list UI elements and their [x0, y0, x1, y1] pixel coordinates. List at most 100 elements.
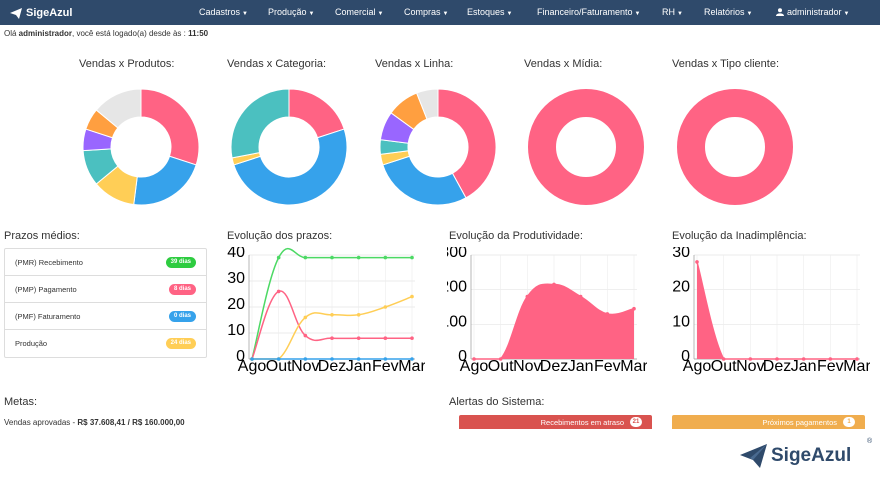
nav-producao[interactable]: Produção ▼	[268, 7, 314, 17]
x-tick-label: Dez	[318, 358, 346, 375]
nav-cadastros[interactable]: Cadastros ▼	[199, 7, 248, 17]
prazos-title: Prazos médios:	[4, 230, 80, 242]
prazo-label: (PMR) Recebimento	[15, 258, 83, 267]
nav-comercial[interactable]: Comercial ▼	[335, 7, 383, 17]
data-point	[695, 260, 699, 264]
metas-value: R$ 37.608,41 / R$ 160.000,00	[77, 418, 185, 427]
nav-label: Comercial	[335, 7, 376, 17]
prazo-badge: 24 dias	[165, 338, 196, 349]
donut-chart-linha	[379, 88, 497, 206]
nav-label: Compras	[404, 7, 441, 17]
data-point	[356, 357, 361, 361]
x-tick-label: Mar	[398, 358, 425, 375]
x-tick-label: Out	[711, 358, 737, 375]
data-point	[828, 357, 833, 361]
data-point	[356, 313, 361, 317]
data-point	[721, 357, 726, 361]
y-tick-label: 0	[458, 348, 467, 365]
x-tick-label: Jan	[568, 358, 594, 375]
nav-relatorios[interactable]: Relatórios ▼	[704, 7, 752, 17]
registered-mark: ®	[867, 438, 873, 445]
donut-title-produtos: Vendas x Produtos:	[79, 58, 175, 70]
brand-link[interactable]: SigeAzul	[10, 5, 72, 21]
welcome-time: 11:50	[188, 29, 209, 38]
y-tick-label: 40	[227, 247, 245, 261]
data-point	[552, 282, 556, 287]
nav-compras[interactable]: Compras ▼	[404, 7, 448, 17]
logo-text: SigeAzul	[771, 445, 852, 466]
donut-slice	[230, 88, 290, 159]
x-tick-label: Fev	[594, 358, 621, 375]
x-tick-label: Fev	[817, 358, 844, 375]
nav-label: Relatórios	[704, 7, 745, 17]
paper-plane-logo-icon	[740, 444, 767, 468]
data-point	[383, 305, 388, 309]
nav-label: Cadastros	[199, 7, 241, 17]
nav-rh[interactable]: RH ▼	[662, 7, 683, 17]
prazo-label: (PMF) Faturamento	[15, 312, 81, 321]
proximos-pagamentos-button[interactable]: Próximos pagamentos 1	[672, 415, 865, 429]
data-point	[250, 357, 254, 361]
donut-title-categoria: Vendas x Categoria:	[227, 58, 327, 70]
x-tick-label: Mar	[620, 358, 647, 375]
data-point	[330, 255, 334, 260]
x-tick-label: Nov	[291, 358, 319, 375]
recebimentos-atraso-button[interactable]: Recebimentos em atraso 21	[459, 415, 652, 429]
welcome-message: Olá administrador, você está logado(a) d…	[4, 29, 208, 38]
brand-name: SigeAzul	[26, 7, 73, 19]
top-navbar: SigeAzul Cadastros ▼ Produção ▼ Comercial ▼…	[0, 0, 880, 25]
nav-estoques[interactable]: Estoques ▼	[467, 7, 512, 17]
data-point	[383, 255, 388, 260]
prazo-row-faturamento: (PMF) Faturamento 0 dias	[5, 303, 206, 330]
caret-down-icon: ▼	[308, 11, 315, 17]
nav-user-menu[interactable]: administrador ▼	[776, 7, 849, 17]
prazo-badge: 8 dias	[168, 284, 196, 295]
caret-down-icon: ▼	[677, 11, 683, 17]
data-point	[330, 313, 334, 317]
data-point	[356, 255, 361, 260]
data-point	[356, 336, 361, 340]
x-tick-label: Out	[266, 358, 292, 375]
sigeazul-logo: SigeAzul	[740, 444, 851, 468]
chart-title-prazos: Evolução dos prazos:	[227, 230, 333, 242]
data-point	[632, 306, 636, 311]
data-point	[801, 357, 806, 361]
donut-chart-categoria	[230, 88, 348, 206]
data-point	[303, 315, 308, 320]
alert-label: Recebimentos em atraso	[540, 418, 624, 427]
y-tick-label: 20	[227, 296, 245, 313]
data-point	[498, 357, 503, 361]
y-tick-label: 0	[681, 348, 690, 365]
caret-down-icon: ▼	[242, 11, 248, 17]
x-tick-label: Jan	[346, 358, 372, 375]
x-tick-label: Ago	[238, 358, 267, 375]
donut-chart-produtos	[82, 88, 200, 206]
data-point	[410, 357, 414, 361]
donut-slice	[382, 155, 467, 206]
chart-title-inadimplencia: Evolução da Inadimplência:	[672, 230, 807, 242]
alert-count-badge: 1	[843, 417, 855, 427]
donut-title-linha: Vendas x Linha:	[375, 58, 454, 70]
data-point	[303, 357, 308, 361]
y-tick-label: 100	[447, 313, 467, 330]
alert-count-badge: 21	[630, 417, 642, 427]
welcome-prefix: Olá	[4, 29, 19, 38]
donut-title-tipo-cliente: Vendas x Tipo cliente:	[672, 58, 780, 70]
x-tick-label: Ago	[683, 358, 712, 375]
caret-down-icon: ▼	[746, 11, 753, 17]
donut-slice	[677, 89, 793, 205]
x-tick-label: Jan	[791, 358, 817, 375]
donut-slice	[415, 88, 439, 120]
prazo-badge: 39 dias	[165, 257, 196, 268]
x-tick-label: Dez	[540, 358, 568, 375]
donut-slice	[437, 88, 497, 199]
data-point	[276, 289, 281, 294]
donut-slice	[528, 89, 644, 205]
nav-financeiro[interactable]: Financeiro/Faturamento ▼	[537, 7, 641, 17]
area-fill	[474, 284, 634, 359]
data-point	[410, 294, 414, 299]
welcome-user: administrador	[18, 29, 73, 38]
alertas-title: Alertas do Sistema:	[449, 396, 545, 408]
donut-slice	[233, 128, 348, 206]
